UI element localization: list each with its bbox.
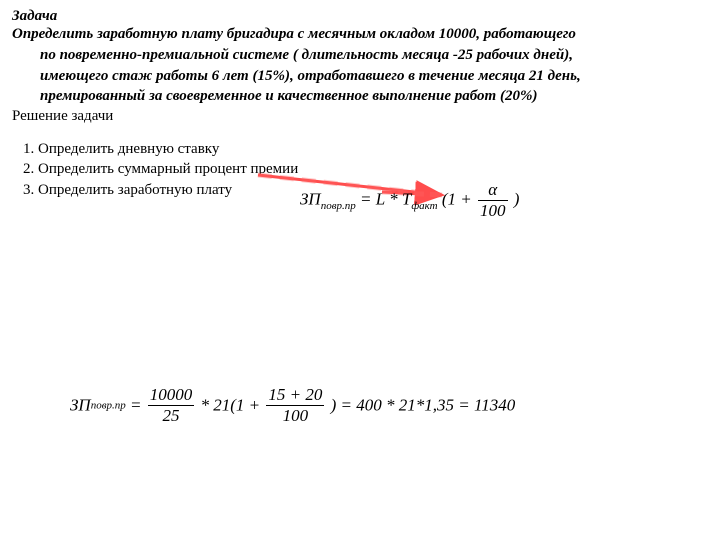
problem-line-2: по повременно-премиальной системе ( длит… xyxy=(12,46,708,65)
problem-line-4: премированный за своевременное и качеств… xyxy=(12,87,708,106)
calc-eq: = xyxy=(130,396,141,415)
formula-L: L xyxy=(376,189,385,208)
problem-line-1: Определить заработную плату бригадира с … xyxy=(12,25,708,44)
calc-f1-den: 25 xyxy=(148,406,195,426)
solution-heading: Решение задачи xyxy=(12,108,708,125)
formula-open: (1 + xyxy=(442,189,472,208)
calc-frac-2: 15 + 20 100 xyxy=(266,385,324,426)
calc-f2-den: 100 xyxy=(266,406,324,426)
formula-alpha: α xyxy=(478,180,508,201)
step-2: Определить суммарный процент премии xyxy=(38,159,708,179)
calc-t: 21(1 + xyxy=(213,396,260,415)
formula-lhs: ЗП xyxy=(300,189,321,208)
calc-close: ) xyxy=(331,396,337,415)
calc-mul-1: * xyxy=(200,396,209,415)
formula-eq: = xyxy=(360,189,371,208)
formula-close: ) xyxy=(514,189,520,208)
formula-mul: * xyxy=(389,189,398,208)
problem-title: Задача xyxy=(12,8,708,25)
problem-line-3: имеющего стаж работы 6 лет (15%), отрабо… xyxy=(12,67,708,86)
step-1: Определить дневную ставку xyxy=(38,139,708,159)
calc-lhs-sub: повр.пр xyxy=(91,400,126,412)
formula-denominator: 100 xyxy=(478,201,508,221)
calc-frac-1: 10000 25 xyxy=(148,385,195,426)
calc-f1-num: 10000 xyxy=(148,385,195,406)
calc-f2-num: 15 + 20 xyxy=(266,385,324,406)
general-formula: ЗПповр.пр = L * Tфакт (1 + α 100 ) xyxy=(300,180,519,221)
calc-result: = 400 * 21*1,35 = 11340 xyxy=(341,396,516,415)
formula-fraction: α 100 xyxy=(478,180,508,221)
formula-lhs-sub: повр.пр xyxy=(321,200,356,212)
calc-lhs: ЗП xyxy=(70,396,91,415)
formula-T: T xyxy=(402,189,411,208)
formula-T-sub: факт xyxy=(411,200,437,212)
calculation-formula: ЗПповр.пр = 10000 25 * 21(1 + 15 + 20 10… xyxy=(70,385,515,426)
